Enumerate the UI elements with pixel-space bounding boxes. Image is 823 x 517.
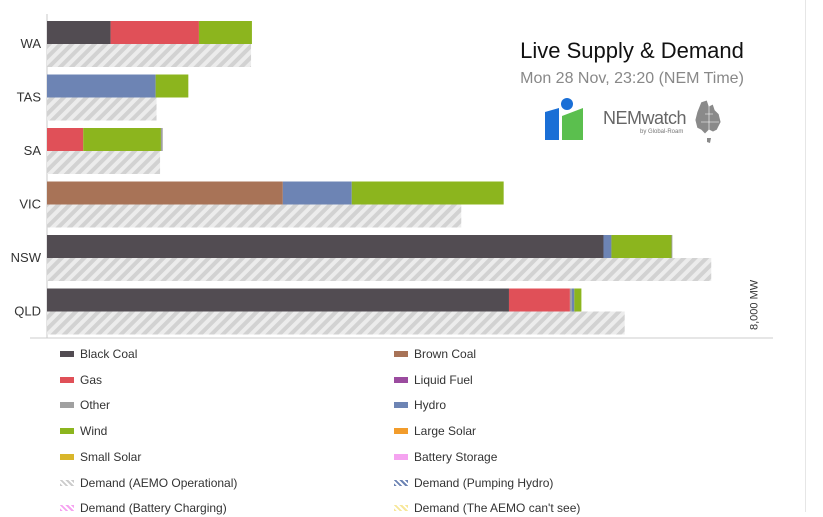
bar-wa-wind xyxy=(198,21,252,44)
legend-item[interactable]: Other xyxy=(60,396,110,414)
bar-nsw-wind xyxy=(611,235,672,258)
bar-wa-black-coal xyxy=(47,21,111,44)
legend-swatch xyxy=(60,402,74,409)
legend-label: Brown Coal xyxy=(414,347,477,361)
legend-item[interactable]: Demand (Pumping Hydro) xyxy=(394,474,553,492)
chart-subtitle: Mon 28 Nov, 23:20 (NEM Time) xyxy=(520,70,744,87)
legend-label: Hydro xyxy=(414,398,447,413)
legend-label: Other xyxy=(80,398,111,413)
scrollbar-track[interactable] xyxy=(805,0,806,512)
nemwatch-tagline: by Global-Roam xyxy=(640,129,684,135)
bar-qld-hydro xyxy=(571,288,575,312)
demand-bar-wa xyxy=(47,44,252,67)
category-label-nsw: NSW xyxy=(11,250,42,265)
legend-label: Demand (Battery Charging) xyxy=(80,501,227,516)
bar-vic-brown-coal xyxy=(47,181,283,205)
demand-bar-vic xyxy=(47,204,462,228)
legend-swatch xyxy=(394,479,408,486)
legend-label: Gas xyxy=(80,372,103,387)
legend-item[interactable]: Gas xyxy=(60,371,102,389)
bar-sa-gas xyxy=(47,128,84,151)
global-roam-logo-icon xyxy=(543,98,585,147)
legend-item[interactable]: Black Coal xyxy=(60,345,137,363)
bar-nsw-other xyxy=(671,235,673,258)
legend-label: Liquid Fuel xyxy=(414,372,473,387)
legend-item[interactable]: Demand (Battery Charging) xyxy=(60,499,227,517)
australia-map-icon xyxy=(695,100,721,143)
bar-sa-other xyxy=(160,128,163,151)
nemwatch-logo: NEMwatch by Global-Roam xyxy=(603,100,723,146)
legend-item[interactable]: Wind xyxy=(60,422,107,440)
bar-vic-hydro xyxy=(282,181,352,205)
category-label-wa: WA xyxy=(21,36,42,51)
legend-label: Battery Storage xyxy=(414,449,498,464)
legend-swatch xyxy=(394,428,408,435)
legend-swatch xyxy=(394,505,408,512)
demand-bar-tas xyxy=(47,97,157,121)
supply-demand-chart: 8,000 MW WA TAS SA VIC NSW QLD xyxy=(11,14,773,339)
demand-bar-nsw xyxy=(47,258,712,281)
bar-sa-wind xyxy=(83,128,161,151)
legend-swatch xyxy=(60,505,74,512)
nemwatch-name: NEMwatch xyxy=(603,108,687,128)
legend-label: Demand (The AEMO can't see) xyxy=(414,501,581,516)
legend-swatch xyxy=(394,402,408,409)
legend-item[interactable]: Liquid Fuel xyxy=(394,371,473,389)
legend-swatch xyxy=(60,479,74,486)
bar-qld-wind xyxy=(574,288,582,312)
legend-swatch xyxy=(60,376,74,383)
bar-tas-hydro xyxy=(47,74,156,98)
legend-label: Black Coal xyxy=(80,347,138,361)
category-label-sa: SA xyxy=(24,143,42,158)
legend-item[interactable]: Demand (The AEMO can't see) xyxy=(394,499,580,517)
legend-swatch xyxy=(60,351,74,357)
category-label-vic: VIC xyxy=(19,197,41,212)
legend-swatch xyxy=(394,351,408,357)
bar-nsw-hydro xyxy=(603,235,612,258)
legend-label: Demand (AEMO Operational) xyxy=(80,475,238,490)
bar-wa-gas xyxy=(110,21,199,44)
legend-swatch xyxy=(394,453,408,460)
legend-label: Wind xyxy=(80,424,108,439)
bar-vic-wind xyxy=(351,181,504,205)
x-marker-label: 8,000 MW xyxy=(749,279,761,330)
legend-swatch xyxy=(394,376,408,383)
chart-title: Live Supply & Demand xyxy=(520,38,744,63)
bar-qld-gas xyxy=(508,288,570,312)
category-label-qld: QLD xyxy=(14,304,41,319)
demand-bar-sa xyxy=(47,151,161,174)
bar-tas-wind xyxy=(155,74,189,98)
legend-item[interactable]: Large Solar xyxy=(394,422,476,440)
legend-swatch xyxy=(60,453,74,460)
bar-qld-black-coal xyxy=(47,288,509,312)
bar-nsw-black-coal xyxy=(47,235,604,258)
title-block: Live Supply & Demand Mon 28 Nov, 23:20 (… xyxy=(500,38,764,88)
legend-item[interactable]: Demand (AEMO Operational) xyxy=(60,474,237,492)
legend-label: Small Solar xyxy=(80,449,142,464)
legend-item[interactable]: Hydro xyxy=(394,396,446,414)
legend-label: Demand (Pumping Hydro) xyxy=(414,475,554,490)
legend-item[interactable]: Small Solar xyxy=(60,448,141,466)
legend-swatch xyxy=(60,428,74,435)
category-label-tas: TAS xyxy=(17,90,42,105)
bar-qld-other xyxy=(569,288,572,312)
demand-bar-qld xyxy=(47,311,625,335)
legend-item[interactable]: Battery Storage xyxy=(394,448,497,466)
legend-label: Large Solar xyxy=(414,424,477,439)
legend-item[interactable]: Brown Coal xyxy=(394,345,476,363)
